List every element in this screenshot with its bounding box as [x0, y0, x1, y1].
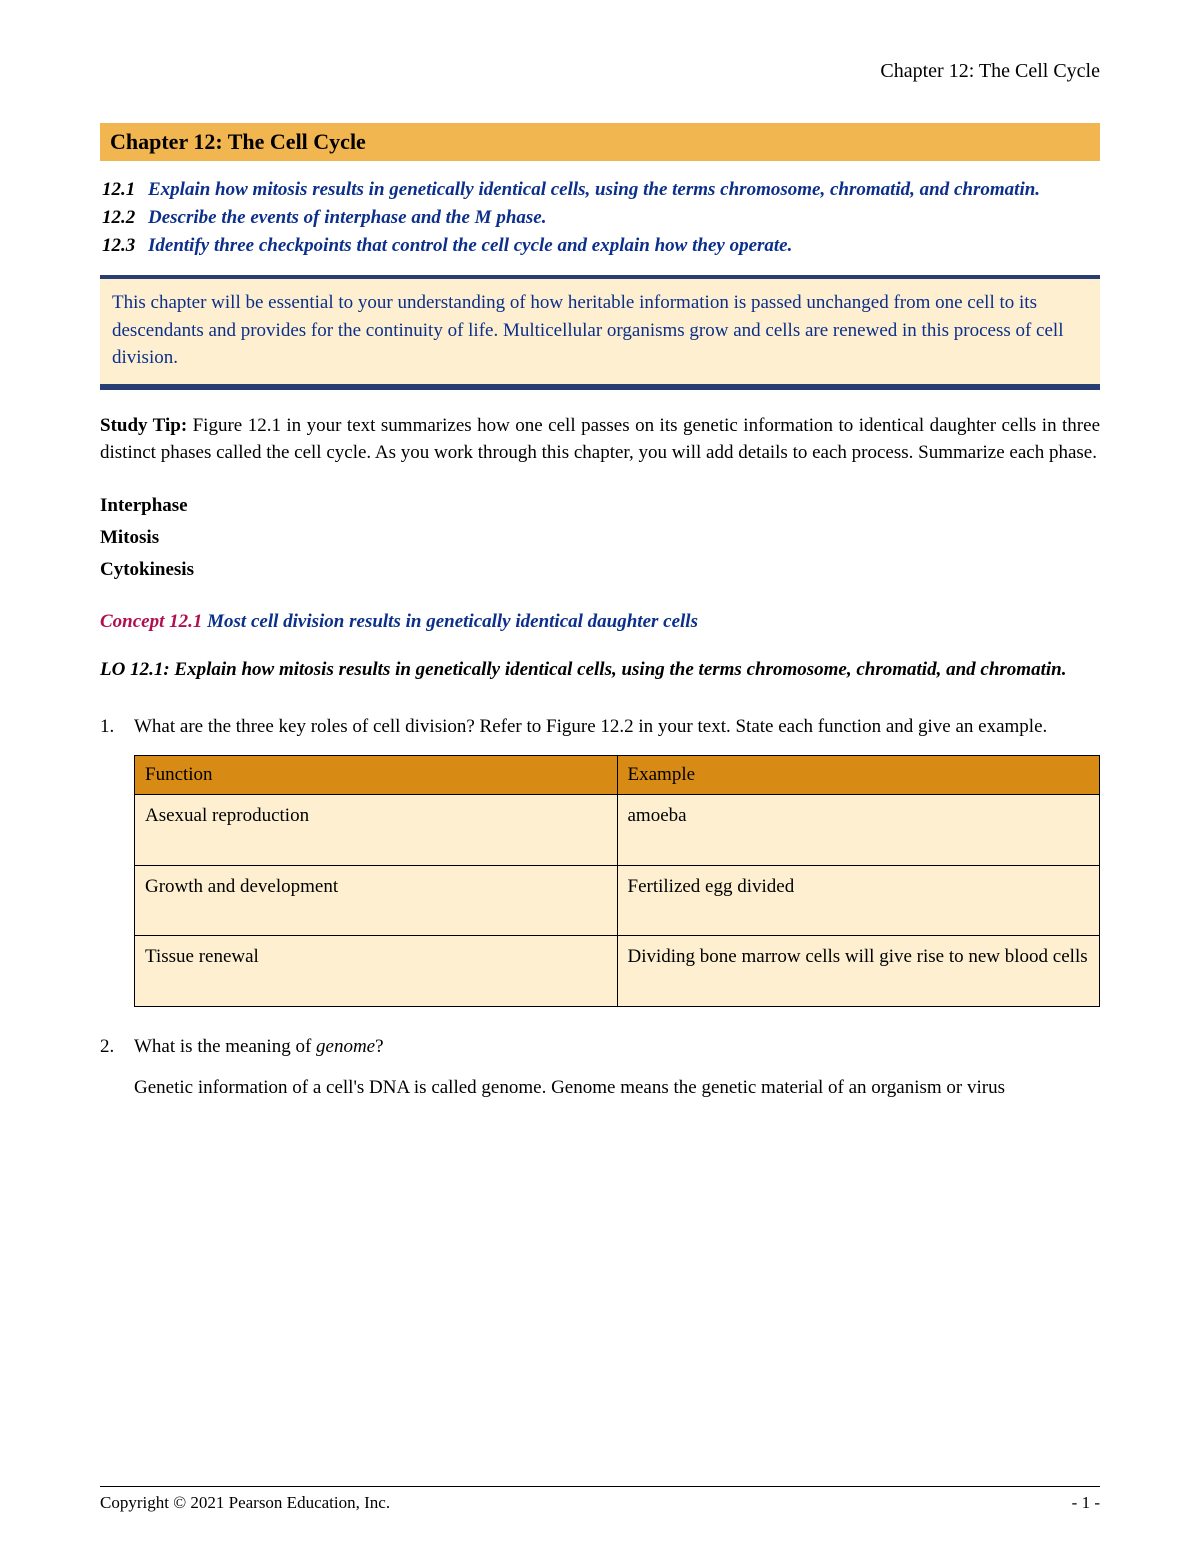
objective-text: Identify three checkpoints that control …	[148, 235, 1100, 257]
table-row: Asexual reproduction amoeba	[135, 794, 1100, 865]
objective-item: 12.2 Describe the events of interphase a…	[100, 207, 1100, 229]
table-cell-example: Fertilized egg divided	[617, 865, 1100, 936]
table-cell-function: Asexual reproduction	[135, 794, 618, 865]
phase-cytokinesis: Cytokinesis	[100, 559, 1100, 581]
objective-number: 12.2	[100, 207, 148, 229]
question-2-block: 2. What is the meaning of genome? Geneti…	[100, 1033, 1100, 1102]
question-text: What is the meaning of genome?	[134, 1033, 1100, 1061]
table-cell-function: Growth and development	[135, 865, 618, 936]
objectives-list: 12.1 Explain how mitosis results in gene…	[100, 179, 1100, 257]
concept-heading: Concept 12.1 Most cell division results …	[100, 611, 1100, 633]
question-text-post: ?	[375, 1036, 383, 1057]
document-page: Chapter 12: The Cell Cycle Chapter 12: T…	[0, 0, 1200, 1553]
question-text-pre: What is the meaning of	[134, 1036, 316, 1057]
phase-mitosis: Mitosis	[100, 527, 1100, 549]
question-number: 1.	[100, 713, 134, 741]
chapter-intro-box: This chapter will be essential to your u…	[100, 275, 1100, 390]
chapter-title-bar: Chapter 12: The Cell Cycle	[100, 123, 1100, 161]
phase-list: Interphase Mitosis Cytokinesis	[100, 495, 1100, 581]
table-cell-example: Dividing bone marrow cells will give ris…	[617, 936, 1100, 1007]
concept-label: Concept 12.1	[100, 611, 207, 632]
table-header-function: Function	[135, 755, 618, 794]
learning-objective: LO 12.1: Explain how mitosis results in …	[100, 657, 1100, 684]
objective-text: Describe the events of interphase and th…	[148, 207, 1100, 229]
function-example-table: Function Example Asexual reproduction am…	[134, 755, 1100, 1007]
objective-item: 12.3 Identify three checkpoints that con…	[100, 235, 1100, 257]
study-tip-text: Figure 12.1 in your text summarizes how …	[100, 415, 1100, 464]
table-cell-function: Tissue renewal	[135, 936, 618, 1007]
footer-copyright: Copyright © 2021 Pearson Education, Inc.	[100, 1493, 390, 1513]
table-row: Growth and development Fertilized egg di…	[135, 865, 1100, 936]
objective-number: 12.1	[100, 179, 148, 201]
objective-item: 12.1 Explain how mitosis results in gene…	[100, 179, 1100, 201]
question-2-answer: Genetic information of a cell's DNA is c…	[134, 1074, 1100, 1102]
table-cell-example: amoeba	[617, 794, 1100, 865]
question-1-row: 1. What are the three key roles of cell …	[100, 713, 1100, 741]
table-row: Tissue renewal Dividing bone marrow cell…	[135, 936, 1100, 1007]
table-header-example: Example	[617, 755, 1100, 794]
footer-page-number: - 1 -	[1072, 1493, 1100, 1513]
objective-text: Explain how mitosis results in genetical…	[148, 179, 1100, 201]
question-number: 2.	[100, 1033, 134, 1061]
running-header: Chapter 12: The Cell Cycle	[100, 60, 1100, 83]
question-2-row: 2. What is the meaning of genome?	[100, 1033, 1100, 1061]
question-1-block: 1. What are the three key roles of cell …	[100, 713, 1100, 1006]
question-text: What are the three key roles of cell div…	[134, 713, 1100, 741]
question-text-term: genome	[316, 1036, 375, 1057]
table-header-row: Function Example	[135, 755, 1100, 794]
objective-number: 12.3	[100, 235, 148, 257]
concept-text: Most cell division results in geneticall…	[207, 611, 698, 632]
study-tip-paragraph: Study Tip: Figure 12.1 in your text summ…	[100, 412, 1100, 467]
study-tip-label: Study Tip:	[100, 415, 187, 436]
page-footer: Copyright © 2021 Pearson Education, Inc.…	[100, 1486, 1100, 1513]
phase-interphase: Interphase	[100, 495, 1100, 517]
